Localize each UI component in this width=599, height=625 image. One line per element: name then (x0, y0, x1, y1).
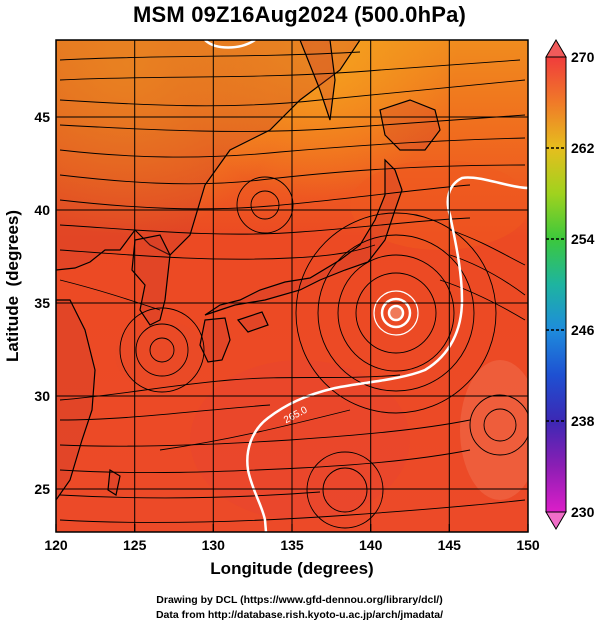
typhoon-center (373, 290, 419, 336)
xtick-140: 140 (359, 537, 383, 553)
xtick-145: 145 (438, 537, 462, 553)
ytick-30: 30 (34, 388, 50, 404)
china-coast (56, 299, 96, 502)
y-axis-label: Latitude (degrees) (3, 210, 22, 362)
shikoku-island (236, 311, 269, 333)
hokkaido-island (379, 99, 441, 151)
ytick-40: 40 (34, 202, 50, 218)
colorbar-body (545, 56, 567, 513)
xtick-120: 120 (44, 537, 68, 553)
colorbar-label-246: 246 (571, 322, 595, 338)
x-tick-labels: 120 125 130 135 140 145 150 (44, 537, 540, 553)
ytick-35: 35 (34, 295, 50, 311)
colorbar: 270 262 254 246 238 230 (545, 39, 595, 530)
colorbar-label-254: 254 (571, 231, 595, 247)
xtick-150: 150 (516, 537, 540, 553)
colorbar-label-238: 238 (571, 413, 595, 429)
honshu-island (204, 158, 403, 316)
credit-drawing: Drawing by DCL (https://www.gfd-dennou.o… (156, 594, 443, 606)
y-tick-labels: 25 30 35 40 45 (34, 109, 50, 497)
graticule (56, 40, 528, 532)
colorbar-bottom-arrow (545, 511, 567, 530)
land-overlay (56, 40, 441, 502)
xtick-125: 125 (123, 537, 147, 553)
sakhalin-island (299, 40, 336, 121)
x-axis-label: Longitude (degrees) (210, 559, 373, 578)
ytick-25: 25 (34, 481, 50, 497)
ytick-45: 45 (34, 109, 50, 125)
map-title: MSM 09Z16Aug2024 (500.0hPa) (132, 2, 467, 27)
colorbar-top-arrow (545, 39, 567, 58)
contour-265 (204, 40, 528, 532)
colorbar-label-262: 262 (571, 140, 595, 156)
wind-streamlines (59, 51, 528, 529)
xtick-130: 130 (202, 537, 226, 553)
colorbar-label-270: 270 (571, 49, 595, 65)
colorbar-label-230: 230 (571, 504, 595, 520)
xtick-135: 135 (280, 537, 304, 553)
credit-data: Data from http://database.rish.kyoto-u.a… (155, 609, 444, 621)
x-ticks (55, 524, 529, 532)
kyushu-island (199, 317, 231, 363)
